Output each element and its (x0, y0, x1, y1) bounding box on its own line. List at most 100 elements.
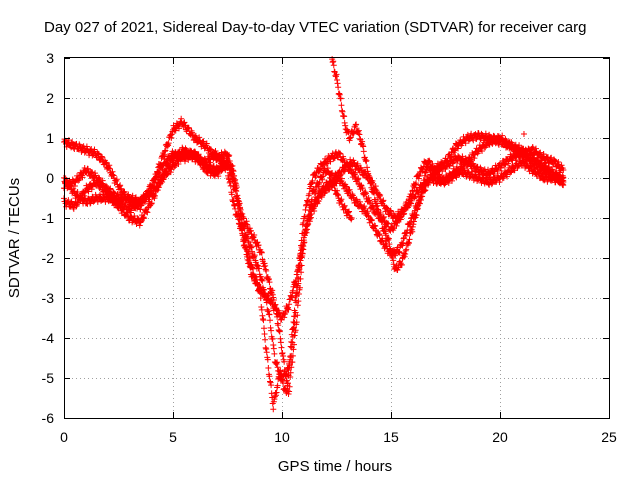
data-point (128, 213, 135, 220)
x-tick-label: 15 (383, 429, 399, 445)
data-point (256, 288, 263, 295)
data-point (337, 95, 344, 102)
data-point (396, 249, 403, 256)
data-point (302, 227, 309, 234)
data-point (404, 204, 411, 211)
data-point (362, 190, 369, 197)
data-point (305, 214, 312, 221)
y-tick-label: 1 (46, 130, 54, 146)
data-point (346, 208, 353, 215)
data-point (409, 223, 416, 230)
data-point (342, 122, 349, 129)
data-point (270, 406, 277, 413)
x-tick-label: 5 (169, 429, 177, 445)
data-point (207, 146, 214, 153)
data-point (249, 264, 256, 271)
data-point (276, 327, 283, 334)
data-point (96, 175, 103, 182)
series-trace-2 (61, 115, 567, 385)
data-point (157, 180, 164, 187)
data-point (381, 224, 388, 231)
data-point (343, 183, 350, 190)
data-point (238, 222, 245, 229)
data-point (338, 196, 345, 203)
data-point (106, 186, 113, 193)
data-point (300, 220, 307, 227)
data-point (378, 219, 385, 226)
data-point (162, 147, 169, 154)
data-point (355, 175, 362, 182)
data-point (413, 180, 420, 187)
data-point (467, 157, 474, 164)
data-point (356, 198, 363, 205)
data-point (298, 254, 305, 261)
data-point (368, 217, 375, 224)
data-point (225, 159, 232, 166)
data-point (131, 204, 138, 211)
data-point (560, 179, 567, 185)
data-point (243, 218, 250, 225)
data-point (208, 146, 215, 153)
data-point (290, 346, 297, 353)
y-tick-label: -3 (42, 290, 55, 306)
data-point (341, 119, 348, 126)
data-point (549, 171, 556, 178)
data-point (261, 263, 268, 270)
data-point (467, 156, 474, 163)
data-point (148, 191, 155, 198)
data-point (304, 222, 311, 229)
data-point (250, 265, 257, 272)
data-point (258, 306, 265, 313)
data-point (268, 382, 275, 389)
data-point (95, 151, 102, 158)
data-point (284, 305, 291, 312)
data-point (225, 153, 232, 160)
data-point (120, 206, 127, 213)
data-point (104, 183, 111, 190)
data-point (398, 239, 405, 246)
data-point (210, 163, 217, 170)
data-point (437, 161, 444, 168)
data-point (295, 280, 302, 287)
data-point (538, 170, 545, 177)
data-point (528, 163, 535, 170)
data-point (262, 262, 269, 269)
data-point (246, 225, 253, 232)
data-point (165, 140, 172, 147)
data-point (362, 189, 369, 196)
data-point (367, 178, 374, 185)
data-point (273, 305, 280, 312)
data-point (237, 223, 244, 230)
data-point (289, 352, 296, 359)
data-point (344, 209, 351, 216)
data-point (287, 369, 294, 376)
data-point (196, 154, 203, 161)
data-point (405, 240, 412, 247)
data-point (262, 266, 269, 273)
data-point (275, 322, 282, 329)
data-point (226, 165, 233, 172)
data-point (125, 191, 132, 198)
data-point (286, 301, 293, 308)
x-tick-label: 25 (601, 429, 617, 445)
data-point (330, 62, 337, 69)
data-point (420, 166, 427, 173)
data-point (73, 203, 80, 210)
data-point (274, 364, 281, 371)
data-point (299, 250, 306, 257)
data-point (274, 320, 281, 327)
data-point (486, 181, 493, 188)
data-point (420, 184, 427, 191)
data-point (167, 169, 174, 176)
data-point (379, 235, 386, 242)
data-point (539, 162, 546, 169)
data-point (352, 171, 359, 178)
data-point (274, 313, 281, 320)
data-point (335, 192, 342, 199)
data-point (190, 154, 197, 161)
data-point (259, 312, 266, 319)
data-point (187, 147, 194, 154)
data-point (504, 173, 511, 180)
data-point (102, 159, 109, 166)
